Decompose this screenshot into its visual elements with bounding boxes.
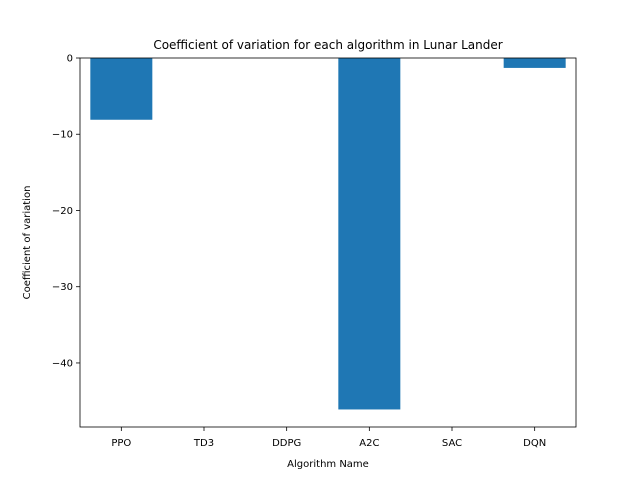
x-tick-label: A2C [359,438,379,449]
bar-ppo [90,58,153,120]
plot-frame [79,57,577,428]
y-tick-label: −40 [52,358,73,369]
chart-title: Coefficient of variation for each algori… [153,38,502,52]
y-tick-label: −30 [52,282,73,293]
x-ticks-group: PPO TD3 DDPG A2C SAC DQN [111,427,546,449]
x-tick-label: DQN [523,438,546,449]
bar-a2c [338,58,401,410]
y-tick-label: −10 [52,130,73,141]
x-tick-label: TD3 [193,438,214,449]
x-axis-label: Algorithm Name [287,459,369,470]
x-tick-label: DDPG [272,438,301,449]
y-ticks-group: 0 −10 −20 −30 −40 [52,54,80,369]
bar-dqn [503,58,566,68]
y-axis-label: Coefficient of variation [22,186,33,300]
bars-group [90,58,566,410]
y-tick-label: −20 [52,206,73,217]
x-tick-label: SAC [442,438,462,449]
y-tick-label: 0 [67,54,73,65]
x-tick-label: PPO [111,438,131,449]
